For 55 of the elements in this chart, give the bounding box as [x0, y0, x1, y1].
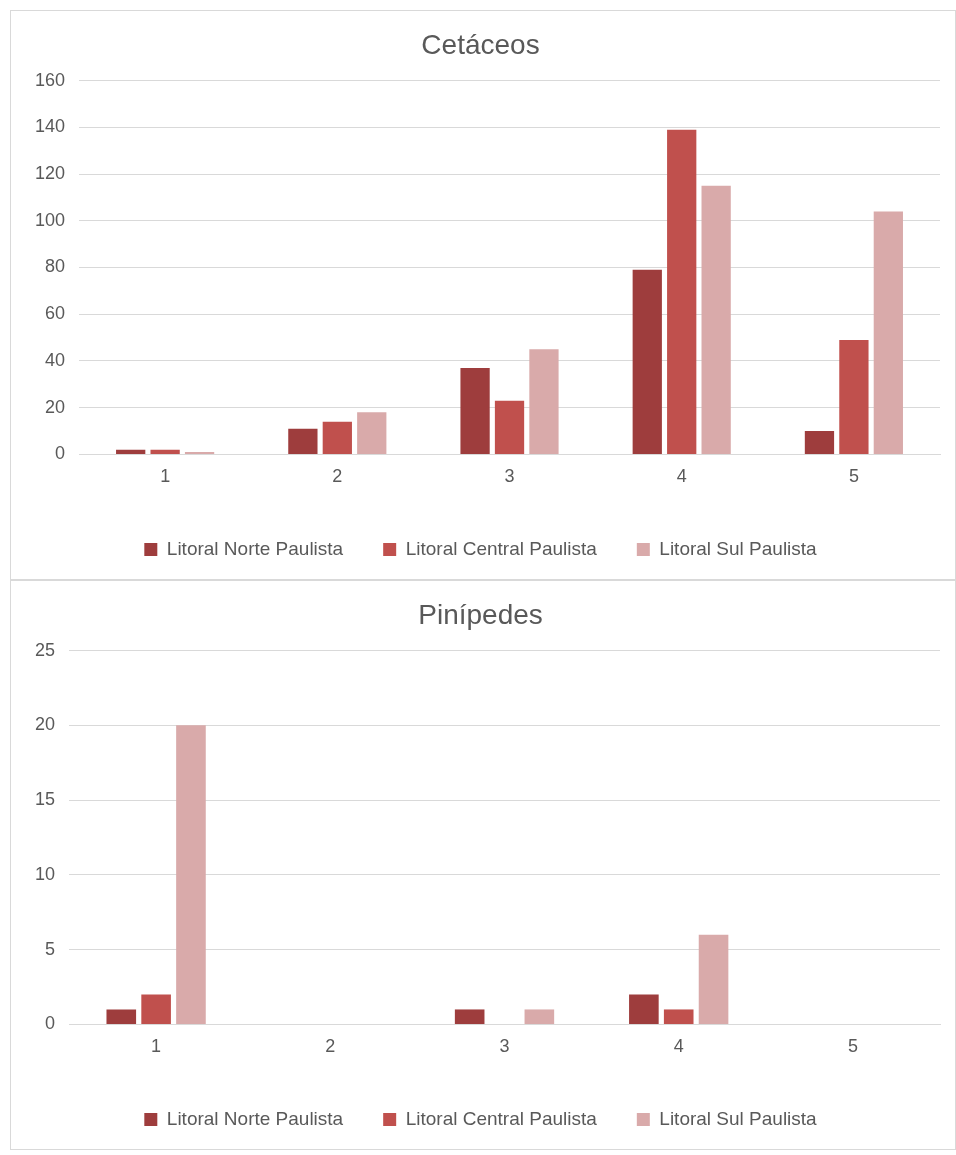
x-tick-label: 5	[848, 466, 859, 487]
bar	[454, 1009, 485, 1024]
x-tick-label: 4	[676, 466, 687, 487]
bar	[701, 185, 731, 454]
y-tick-label: 160	[34, 69, 66, 90]
bar	[698, 934, 729, 1024]
bar	[804, 431, 835, 454]
x-tick-label: 2	[325, 1036, 336, 1057]
bar	[873, 211, 903, 454]
bar	[150, 449, 180, 454]
y-tick-label: 20	[34, 714, 56, 735]
bar	[839, 339, 869, 454]
legend-label: Litoral Sul Paulista	[659, 537, 818, 559]
bar	[524, 1009, 555, 1024]
legend-label: Litoral Norte Paulista	[166, 1107, 344, 1129]
bar	[494, 400, 525, 454]
bar	[632, 269, 662, 454]
y-tick-label: 25	[34, 639, 56, 660]
bar	[106, 1009, 137, 1024]
bar	[667, 129, 697, 454]
x-tick-label: 2	[332, 466, 343, 487]
y-tick-label: 0	[45, 1013, 56, 1034]
y-tick-label: 100	[34, 209, 66, 230]
y-tick-label: 120	[34, 163, 66, 184]
y-tick-label: 80	[45, 256, 66, 277]
legend-label: Litoral Central Paulista	[405, 1107, 598, 1129]
x-tick-label: 1	[160, 466, 171, 487]
x-tick-label: 3	[504, 466, 515, 487]
chart-title: Pinípedes	[418, 598, 543, 630]
bar	[529, 349, 559, 454]
y-tick-label: 10	[34, 863, 56, 884]
legend-label: Litoral Norte Paulista	[166, 537, 344, 559]
bar	[176, 725, 206, 1024]
chart-title: Cetáceos	[421, 28, 540, 60]
x-tick-label: 4	[673, 1036, 684, 1057]
legend-label: Litoral Central Paulista	[405, 537, 598, 559]
y-tick-label: 60	[45, 303, 66, 324]
y-tick-label: 20	[45, 396, 66, 417]
bar	[141, 994, 171, 1024]
bar	[357, 412, 387, 454]
y-tick-label: 0	[55, 443, 66, 464]
bar	[288, 428, 318, 454]
x-tick-label: 3	[499, 1036, 510, 1057]
x-tick-label: 1	[151, 1036, 162, 1057]
bar	[663, 1009, 694, 1024]
y-tick-label: 15	[34, 789, 56, 810]
y-tick-label: 140	[34, 116, 66, 137]
y-tick-label: 5	[45, 938, 56, 959]
bar	[322, 421, 352, 454]
bar	[629, 994, 659, 1024]
bar	[116, 449, 146, 454]
bar	[460, 367, 490, 454]
legend-label: Litoral Sul Paulista	[659, 1107, 818, 1129]
y-tick-label: 40	[45, 349, 66, 370]
x-tick-label: 5	[847, 1036, 858, 1057]
